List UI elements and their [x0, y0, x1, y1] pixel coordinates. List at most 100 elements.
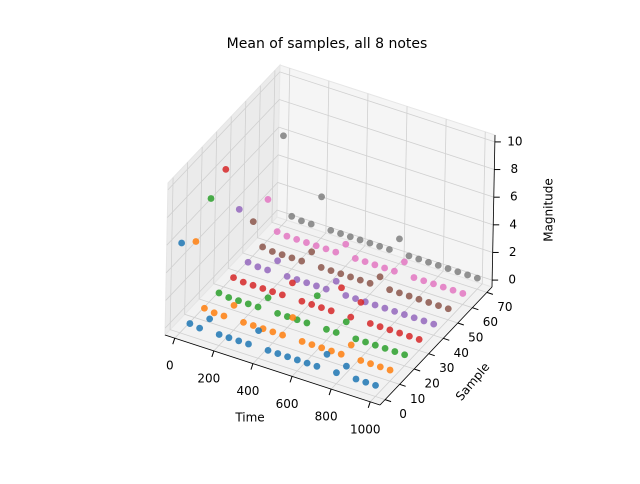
point	[298, 297, 306, 305]
z-tick-label: 2	[509, 245, 517, 259]
point	[464, 271, 471, 279]
point	[222, 165, 230, 173]
y-tick-label: 30	[439, 361, 454, 375]
point	[327, 267, 335, 274]
grid-line	[165, 181, 493, 301]
point	[386, 286, 394, 294]
point	[346, 233, 354, 241]
point	[337, 270, 345, 278]
point	[338, 284, 345, 292]
point	[303, 239, 310, 246]
z-tick-label: 0	[508, 273, 516, 287]
point	[293, 235, 301, 243]
grid-line	[256, 85, 473, 309]
point	[235, 205, 243, 213]
point	[206, 315, 214, 323]
point	[225, 334, 233, 342]
point	[298, 338, 306, 345]
point	[430, 320, 438, 328]
point	[207, 195, 215, 202]
y-tick	[399, 383, 406, 387]
x-axis-label: Time	[234, 411, 264, 425]
point	[278, 291, 286, 299]
point	[284, 353, 291, 361]
point	[327, 307, 335, 315]
point	[255, 327, 262, 335]
point	[318, 344, 326, 352]
point	[435, 302, 442, 309]
point	[318, 193, 325, 201]
point	[249, 281, 257, 289]
point	[396, 289, 403, 297]
point	[254, 263, 262, 271]
point	[430, 280, 437, 288]
point	[371, 301, 379, 309]
y-tick	[486, 291, 494, 295]
y-axis-label: Sample	[453, 360, 493, 403]
point	[230, 301, 238, 309]
x-tick-label: 600	[276, 397, 299, 411]
point	[318, 304, 325, 312]
point	[192, 238, 200, 245]
point	[459, 290, 467, 297]
axis-line	[491, 134, 496, 288]
point	[337, 230, 344, 237]
point	[249, 218, 257, 226]
y-tick-label: 10	[410, 392, 425, 406]
point	[371, 261, 379, 269]
z-tick-label: 8	[510, 162, 518, 176]
point	[288, 212, 296, 220]
point	[332, 248, 340, 256]
point	[240, 318, 247, 326]
point	[415, 255, 423, 263]
grid-line	[169, 177, 386, 401]
x-tick-label: 0	[166, 359, 174, 373]
point	[396, 329, 404, 337]
axis-line	[164, 334, 381, 406]
point	[415, 295, 423, 303]
point	[367, 360, 374, 368]
point	[386, 366, 394, 374]
point	[225, 294, 233, 301]
point	[376, 273, 384, 281]
point	[357, 298, 365, 306]
point	[274, 309, 281, 317]
y-tick	[472, 307, 479, 311]
point	[220, 312, 228, 320]
z-tick-label: 6	[510, 190, 518, 204]
point	[347, 273, 354, 281]
x-tick-label: 400	[237, 384, 260, 398]
point	[391, 307, 399, 315]
point	[313, 292, 321, 300]
point	[323, 325, 330, 333]
grid-line	[291, 106, 408, 377]
point	[307, 220, 315, 228]
point	[371, 341, 379, 349]
point	[362, 378, 370, 386]
grid-line	[271, 70, 488, 293]
x-tick-label: 1000	[350, 422, 381, 436]
z-tick-label: 10	[507, 134, 522, 148]
point	[420, 317, 428, 325]
point	[366, 279, 374, 287]
point	[244, 300, 252, 308]
grid-line	[167, 99, 495, 218]
point	[444, 265, 452, 272]
x-tick	[172, 338, 176, 345]
point	[298, 217, 305, 225]
point	[269, 328, 277, 336]
point	[186, 320, 194, 327]
point	[362, 338, 369, 346]
y-tick-label: 70	[497, 300, 512, 314]
point	[357, 357, 365, 364]
point	[327, 227, 335, 234]
point	[201, 304, 208, 312]
point	[381, 344, 389, 352]
point	[372, 382, 379, 389]
y-tick	[428, 353, 435, 357]
x-tick	[211, 350, 215, 358]
point	[333, 369, 340, 377]
point	[254, 303, 262, 311]
point	[235, 337, 243, 345]
